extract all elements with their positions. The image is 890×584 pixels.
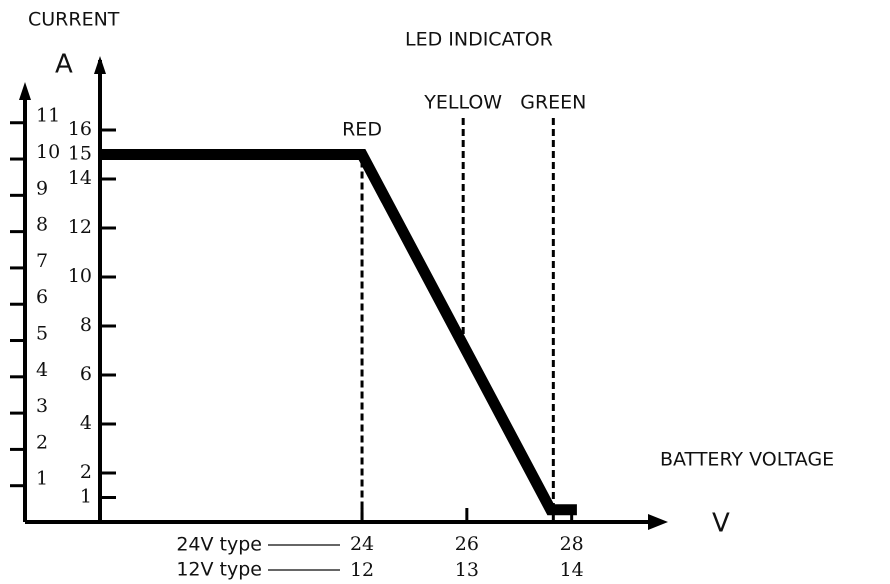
y-tick-label: 15 [68,143,92,165]
y-arrow [94,56,106,74]
y-tick-label: 4 [80,412,92,434]
x-tick-label: 28 [560,533,584,555]
y2-tick-label: 6 [36,286,48,308]
y2-arrow [19,82,31,100]
x2-name: 12V type [176,559,262,581]
y-tick-label: 8 [80,314,92,336]
y2-tick-label: 11 [36,105,60,127]
x-unit: V [712,509,730,539]
curve [100,149,577,516]
y2-tick-label: 7 [36,250,48,272]
y2-tick-label: 5 [36,323,48,345]
y2-tick-label: 9 [36,177,48,199]
y2-tick-label: 2 [36,431,48,453]
y2-tick-label: 8 [36,214,48,236]
series-name: 24V type [176,534,262,556]
y-tick-label: 16 [68,118,92,140]
y-unit: A [55,50,73,80]
x2-tick-label: 12 [350,559,374,581]
x2-tick-label: 13 [455,559,479,581]
y-tick-label: 14 [68,167,92,189]
x-title: BATTERY VOLTAGE [660,449,834,471]
x2-tick-label: 14 [560,559,584,581]
indicator-label: RED [342,119,382,141]
y-tick-label: 1 [80,486,92,508]
y2-tick-label: 4 [36,359,48,381]
y-tick-label: 6 [80,363,92,385]
y-tick-label: 12 [68,216,92,238]
x-tick-label: 24 [350,533,374,555]
y-tick-label: 2 [80,461,92,483]
x-arrow [648,514,668,530]
indicator-label: YELLOW [423,92,502,114]
indicator-title: LED INDICATOR [405,29,553,51]
indicator-label: GREEN [520,92,586,114]
y2-tick-label: 3 [36,395,48,417]
x-tick-label: 26 [455,533,479,555]
y-tick-label: 10 [68,265,92,287]
y-title: CURRENT [28,9,120,31]
y2-tick-label: 10 [36,141,60,163]
y2-tick-label: 1 [36,468,48,490]
